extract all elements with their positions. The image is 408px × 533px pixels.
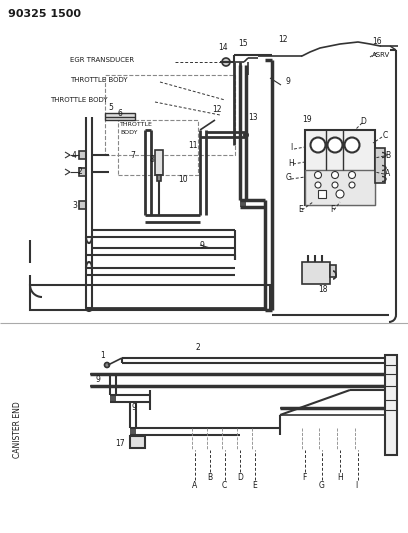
Circle shape <box>332 182 338 188</box>
Bar <box>330 265 336 277</box>
Circle shape <box>315 182 321 188</box>
Text: 1: 1 <box>100 351 105 359</box>
Text: 18: 18 <box>318 286 328 295</box>
Text: E: E <box>252 481 257 490</box>
Text: 6: 6 <box>117 109 122 117</box>
Circle shape <box>328 138 342 152</box>
Bar <box>305 130 375 205</box>
Text: 90325 1500: 90325 1500 <box>8 9 81 19</box>
Text: BODY: BODY <box>120 131 137 135</box>
Text: I: I <box>290 143 292 152</box>
Bar <box>157 175 161 181</box>
Bar <box>110 395 116 402</box>
Bar <box>79 201 86 209</box>
Bar <box>79 168 86 176</box>
Text: 9: 9 <box>131 403 136 413</box>
Bar <box>130 428 136 435</box>
Bar <box>79 151 86 159</box>
Bar <box>240 200 246 207</box>
Circle shape <box>315 172 322 179</box>
Text: D: D <box>360 117 366 126</box>
Bar <box>118 120 198 175</box>
Bar <box>130 436 145 448</box>
Circle shape <box>344 138 359 152</box>
Text: B: B <box>207 473 212 482</box>
Text: 12: 12 <box>278 36 288 44</box>
Bar <box>375 148 385 183</box>
Text: F: F <box>302 473 306 482</box>
Text: H: H <box>288 158 294 167</box>
Text: E: E <box>298 206 303 214</box>
Text: F: F <box>330 206 335 214</box>
Text: 9: 9 <box>95 376 100 384</box>
Text: 9: 9 <box>200 240 205 249</box>
Text: A: A <box>192 481 197 490</box>
Text: 2: 2 <box>195 343 200 352</box>
Text: 8: 8 <box>150 156 155 165</box>
Text: 9: 9 <box>285 77 290 86</box>
Text: THROTTLE: THROTTLE <box>120 123 153 127</box>
Text: C: C <box>383 132 388 141</box>
Text: ASRV: ASRV <box>372 52 390 58</box>
Circle shape <box>348 172 355 179</box>
Bar <box>318 190 326 198</box>
Text: 3: 3 <box>72 200 77 209</box>
Text: A: A <box>385 168 390 177</box>
Text: 12: 12 <box>212 106 222 115</box>
Circle shape <box>104 362 109 367</box>
Text: EGR TRANSDUCER: EGR TRANSDUCER <box>70 57 134 63</box>
Circle shape <box>331 172 339 179</box>
Text: 13: 13 <box>248 114 257 123</box>
Text: CANISTER END: CANISTER END <box>13 402 22 458</box>
Text: D: D <box>237 473 243 482</box>
Text: B: B <box>385 150 390 159</box>
Text: 10: 10 <box>178 175 188 184</box>
Bar <box>302 262 330 284</box>
Text: 15: 15 <box>238 39 248 49</box>
Text: 11: 11 <box>188 141 197 149</box>
Text: 19: 19 <box>302 116 312 125</box>
Text: I: I <box>355 481 357 490</box>
Bar <box>385 355 397 455</box>
Text: C: C <box>222 481 227 490</box>
Circle shape <box>310 138 326 152</box>
Text: G: G <box>286 174 292 182</box>
Bar <box>305 170 375 205</box>
Text: 4: 4 <box>72 150 77 159</box>
Text: 14: 14 <box>218 44 228 52</box>
Text: 5: 5 <box>108 103 113 112</box>
Text: 7: 7 <box>130 150 135 159</box>
Text: 17: 17 <box>115 440 124 448</box>
Text: THROTTLE BODY: THROTTLE BODY <box>70 77 128 83</box>
Circle shape <box>336 190 344 198</box>
Bar <box>105 113 135 120</box>
Text: 16: 16 <box>372 37 381 46</box>
Bar <box>155 150 163 175</box>
Text: H: H <box>337 473 343 482</box>
Circle shape <box>222 58 230 66</box>
Circle shape <box>349 182 355 188</box>
Text: G: G <box>319 481 325 490</box>
Circle shape <box>243 132 249 138</box>
Bar <box>30 285 270 310</box>
Bar <box>105 75 235 155</box>
Text: THROTTLE BODY: THROTTLE BODY <box>50 97 108 103</box>
Text: 2: 2 <box>78 167 83 176</box>
